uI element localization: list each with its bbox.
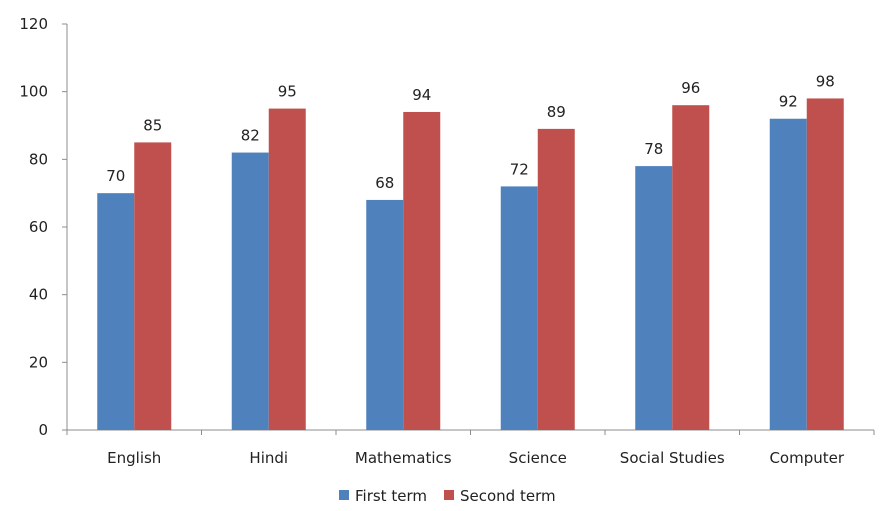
legend-label: Second term	[460, 487, 556, 505]
bar-first-term	[366, 199, 404, 430]
bar-first-term	[769, 118, 807, 430]
bar-second-term	[403, 111, 441, 430]
bars	[97, 98, 844, 431]
y-tick-label: 20	[29, 353, 48, 371]
data-label: 68	[375, 174, 394, 192]
legend-swatch	[339, 490, 349, 500]
data-labels: 70 85 82 95 68 94 72 89 78 96 92 98	[106, 72, 835, 192]
bar-second-term	[537, 128, 575, 430]
data-label: 78	[644, 140, 663, 158]
x-tick-label: English	[107, 449, 161, 467]
data-label: 96	[681, 79, 700, 97]
y-axis: 0 20 40 60 80 100 120	[19, 15, 68, 439]
y-tick-label: 100	[19, 83, 48, 101]
data-label: 85	[143, 116, 162, 134]
data-label: 82	[241, 127, 260, 145]
x-tick-label: Computer	[769, 449, 844, 467]
legend-swatch	[444, 490, 454, 500]
x-axis: English Hindi Mathematics Science Social Stu…	[66, 429, 875, 467]
data-label: 94	[412, 86, 431, 104]
y-tick-label: 0	[38, 421, 48, 439]
y-tick-label: 60	[29, 218, 48, 236]
data-label: 72	[510, 160, 529, 178]
legend-label: First term	[355, 487, 427, 505]
bar-second-term	[672, 105, 710, 430]
data-label: 70	[106, 167, 125, 185]
x-tick-label: Hindi	[249, 449, 288, 467]
y-tick-label: 120	[19, 15, 48, 33]
bar-second-term	[268, 108, 306, 430]
y-tick-label: 80	[29, 150, 48, 168]
data-label: 92	[779, 93, 798, 111]
data-label: 98	[816, 72, 835, 90]
bar-first-term	[97, 193, 135, 430]
bar-first-term	[231, 152, 269, 431]
y-tick-label: 40	[29, 286, 48, 304]
bar-second-term	[806, 98, 844, 430]
bar-first-term	[500, 186, 538, 430]
x-tick-label: Science	[509, 449, 567, 467]
bar-second-term	[134, 142, 172, 430]
legend: First term Second term	[339, 487, 556, 505]
x-tick-label: Social Studies	[620, 449, 725, 467]
data-label: 89	[547, 103, 566, 121]
x-tick-label: Mathematics	[355, 449, 452, 467]
data-label: 95	[278, 83, 297, 101]
bar-first-term	[635, 166, 673, 430]
